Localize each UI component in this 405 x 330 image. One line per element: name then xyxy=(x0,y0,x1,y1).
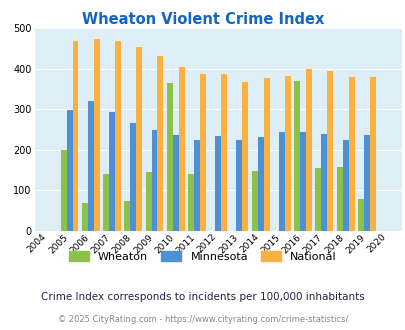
Bar xyxy=(369,77,375,231)
Text: Wheaton Violent Crime Index: Wheaton Violent Crime Index xyxy=(82,12,323,26)
Bar xyxy=(72,41,78,231)
Bar xyxy=(115,42,121,231)
Bar xyxy=(315,168,321,231)
Bar xyxy=(200,74,205,231)
Bar xyxy=(357,199,363,231)
Bar xyxy=(363,135,369,231)
Bar xyxy=(178,67,184,231)
Bar xyxy=(66,110,72,231)
Bar xyxy=(326,71,333,231)
Bar xyxy=(188,174,194,231)
Bar xyxy=(278,132,284,231)
Bar xyxy=(299,132,305,231)
Bar xyxy=(60,150,66,231)
Bar xyxy=(342,140,348,231)
Bar xyxy=(348,77,354,231)
Bar xyxy=(257,137,263,231)
Bar xyxy=(145,172,151,231)
Bar xyxy=(284,76,290,231)
Text: Crime Index corresponds to incidents per 100,000 inhabitants: Crime Index corresponds to incidents per… xyxy=(41,292,364,302)
Bar xyxy=(215,136,221,231)
Bar xyxy=(305,69,311,231)
Bar xyxy=(130,123,136,231)
Bar xyxy=(294,81,299,231)
Bar xyxy=(124,201,130,231)
Text: © 2025 CityRating.com - https://www.cityrating.com/crime-statistics/: © 2025 CityRating.com - https://www.city… xyxy=(58,315,347,324)
Bar xyxy=(263,78,269,231)
Bar xyxy=(251,171,257,231)
Bar xyxy=(166,83,173,231)
Bar xyxy=(103,174,109,231)
Bar xyxy=(82,203,87,231)
Bar xyxy=(173,135,178,231)
Bar xyxy=(236,140,242,231)
Bar xyxy=(136,47,142,231)
Bar xyxy=(109,112,115,231)
Legend: Wheaton, Minnesota, National: Wheaton, Minnesota, National xyxy=(64,247,341,267)
Bar xyxy=(336,167,342,231)
Bar xyxy=(157,56,163,231)
Bar xyxy=(221,74,226,231)
Bar xyxy=(151,130,157,231)
Bar xyxy=(87,101,94,231)
Bar xyxy=(194,140,200,231)
Bar xyxy=(242,82,248,231)
Bar xyxy=(94,39,100,231)
Bar xyxy=(321,134,326,231)
